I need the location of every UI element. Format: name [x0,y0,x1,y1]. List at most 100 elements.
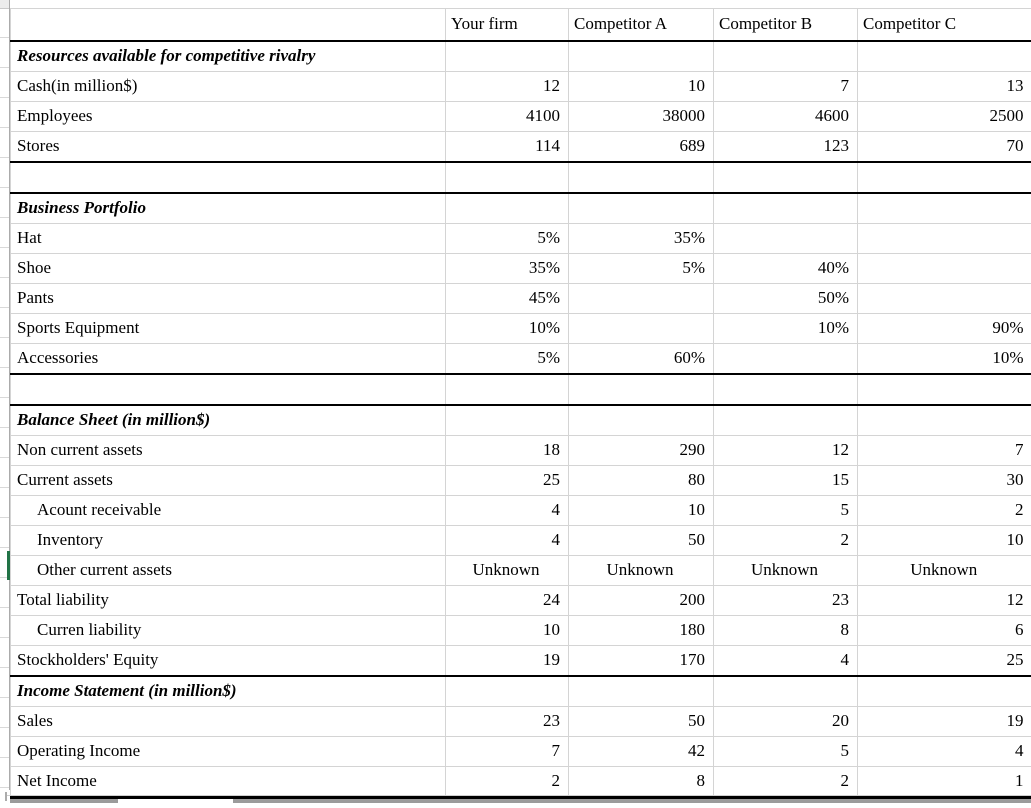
column-header-cell[interactable]: Competitor C [857,8,1031,42]
value-cell[interactable]: 6 [857,615,1031,646]
value-cell[interactable]: 70 [857,131,1031,163]
value-cell[interactable] [445,374,569,406]
value-cell[interactable]: 7 [857,435,1031,466]
value-cell[interactable] [857,253,1031,284]
value-cell[interactable]: 4 [857,736,1031,767]
value-cell[interactable]: 35% [445,253,569,284]
value-cell[interactable] [713,374,858,406]
value-cell[interactable] [857,405,1031,436]
column-header-cell[interactable]: Competitor B [713,8,858,42]
value-cell[interactable]: 2 [713,525,858,556]
value-cell[interactable]: 4 [445,495,569,526]
value-cell[interactable]: 20 [713,706,858,737]
value-cell[interactable] [857,374,1031,406]
value-cell[interactable] [568,162,714,194]
row-label-cell[interactable]: Cash(in million$) [10,71,446,102]
column-header-cell[interactable]: Competitor A [568,8,714,42]
value-cell[interactable]: 15 [713,465,858,496]
row-label-cell[interactable]: Current assets [10,465,446,496]
row-label-cell[interactable]: Curren liability [10,615,446,646]
value-cell[interactable]: 25 [445,465,569,496]
value-cell[interactable] [857,676,1031,707]
value-cell[interactable]: 50 [568,706,714,737]
row-label-cell[interactable]: Sports Equipment [10,313,446,344]
value-cell[interactable]: 90% [857,313,1031,344]
section-title-cell[interactable]: Income Statement (in million$) [10,676,446,707]
value-cell[interactable]: 30 [857,465,1031,496]
row-label-cell[interactable]: Total liability [10,585,446,616]
value-cell[interactable] [713,676,858,707]
value-cell[interactable]: 5 [713,736,858,767]
value-cell[interactable] [713,193,858,224]
value-cell[interactable]: 10 [568,71,714,102]
value-cell[interactable]: 10 [857,525,1031,556]
value-cell[interactable] [713,343,858,375]
value-cell[interactable] [568,676,714,707]
value-cell[interactable] [568,313,714,344]
value-cell[interactable]: 45% [445,283,569,314]
value-cell[interactable]: 60% [568,343,714,375]
value-cell[interactable]: Unknown [713,555,858,586]
value-cell[interactable]: 2 [445,766,569,799]
value-cell[interactable] [857,162,1031,194]
value-cell[interactable] [445,676,569,707]
value-cell[interactable] [568,405,714,436]
value-cell[interactable]: 4100 [445,101,569,132]
row-label-cell[interactable]: Employees [10,101,446,132]
row-label-cell[interactable]: Accessories [10,343,446,375]
value-cell[interactable]: 42 [568,736,714,767]
value-cell[interactable]: 10% [857,343,1031,375]
column-header-cell[interactable]: Your firm [445,8,569,42]
value-cell[interactable]: 290 [568,435,714,466]
value-cell[interactable]: 4 [713,645,858,677]
value-cell[interactable] [568,283,714,314]
value-cell[interactable]: 200 [568,585,714,616]
value-cell[interactable]: 170 [568,645,714,677]
row-label-cell[interactable]: Pants [10,283,446,314]
row-label-header-cell[interactable] [10,8,446,42]
value-cell[interactable]: 18 [445,435,569,466]
value-cell[interactable]: 13 [857,71,1031,102]
value-cell[interactable] [568,374,714,406]
value-cell[interactable] [713,162,858,194]
row-label-cell[interactable]: Stockholders' Equity [10,645,446,677]
row-label-cell[interactable]: Operating Income [10,736,446,767]
value-cell[interactable]: 7 [445,736,569,767]
row-label-cell[interactable]: Acount receivable [10,495,446,526]
value-cell[interactable] [568,41,714,72]
value-cell[interactable]: 23 [713,585,858,616]
value-cell[interactable]: Unknown [568,555,714,586]
value-cell[interactable]: 2 [713,766,858,799]
row-label-cell[interactable]: Inventory [10,525,446,556]
value-cell[interactable]: 12 [445,71,569,102]
value-cell[interactable]: 12 [857,585,1031,616]
value-cell[interactable] [713,41,858,72]
value-cell[interactable] [445,405,569,436]
value-cell[interactable]: 4600 [713,101,858,132]
section-title-cell[interactable]: Resources available for competitive riva… [10,41,446,72]
value-cell[interactable] [445,41,569,72]
value-cell[interactable]: 5 [713,495,858,526]
value-cell[interactable]: Unknown [445,555,569,586]
value-cell[interactable]: 180 [568,615,714,646]
row-label-cell[interactable] [10,374,446,406]
row-label-cell[interactable]: Other current assets [10,555,446,586]
row-label-cell[interactable]: Non current assets [10,435,446,466]
value-cell[interactable]: Unknown [857,555,1031,586]
value-cell[interactable]: 38000 [568,101,714,132]
value-cell[interactable] [713,223,858,254]
value-cell[interactable]: 114 [445,131,569,163]
value-cell[interactable]: 5% [445,343,569,375]
value-cell[interactable]: 689 [568,131,714,163]
value-cell[interactable]: 8 [713,615,858,646]
value-cell[interactable]: 10% [445,313,569,344]
value-cell[interactable]: 7 [713,71,858,102]
value-cell[interactable]: 40% [713,253,858,284]
value-cell[interactable]: 2500 [857,101,1031,132]
section-title-cell[interactable]: Balance Sheet (in million$) [10,405,446,436]
row-label-cell[interactable]: Hat [10,223,446,254]
value-cell[interactable]: 25 [857,645,1031,677]
value-cell[interactable]: 10 [568,495,714,526]
value-cell[interactable]: 10 [445,615,569,646]
value-cell[interactable]: 80 [568,465,714,496]
